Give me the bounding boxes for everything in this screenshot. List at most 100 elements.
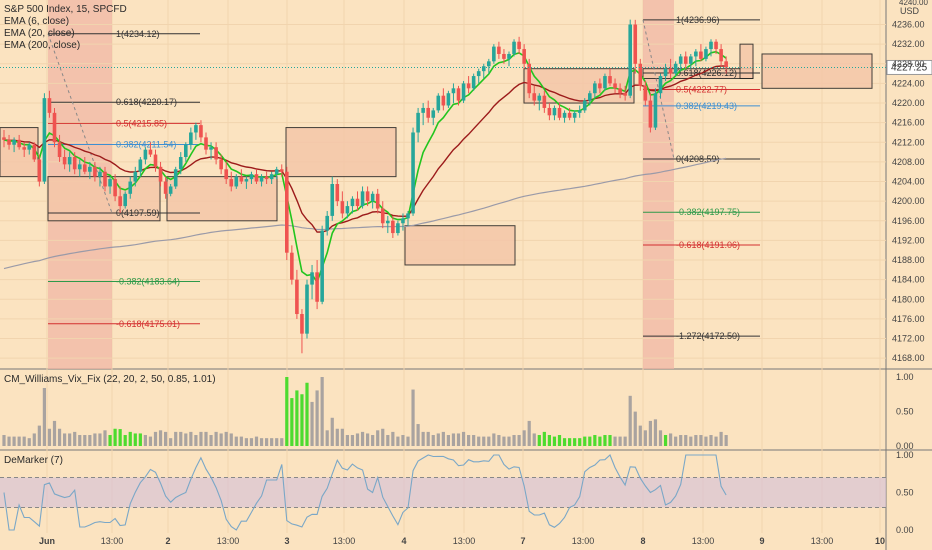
time-tick-label: Jun (39, 536, 55, 546)
vix-bar (583, 436, 587, 446)
candle-body (295, 279, 299, 315)
candle-body (47, 98, 52, 113)
candle-body (532, 93, 537, 101)
candle-body (300, 314, 304, 334)
chart-title: S&P 500 Index, 15, SPCFD (4, 4, 127, 15)
vix-bar (497, 435, 501, 446)
candle-body (93, 166, 97, 177)
vix-bar (63, 433, 67, 446)
vix-bar (603, 435, 607, 446)
vix-bar (467, 435, 471, 446)
vix-bar (512, 435, 516, 446)
candle-body (668, 68, 673, 74)
vix-bar (406, 436, 410, 446)
candle-body (694, 51, 698, 57)
vix-bar (73, 431, 77, 446)
candle-body (244, 179, 249, 182)
time-tick-label: 13:00 (811, 536, 834, 546)
vix-bar (588, 436, 592, 446)
candle-body (593, 83, 597, 94)
candle-body (77, 164, 82, 170)
vix-bar (244, 438, 248, 446)
vix-bar (184, 433, 188, 446)
candle-body (305, 284, 309, 334)
candle-body (401, 218, 405, 224)
vix-bar (416, 424, 420, 446)
vix-bar (451, 433, 456, 446)
vix-bar (270, 438, 274, 446)
vix-bar (537, 435, 541, 446)
candle-body (148, 149, 153, 155)
candle-body (507, 53, 511, 59)
vix-bar (492, 433, 496, 446)
price-tick-label: 4192.00 (892, 235, 925, 245)
candle-body (689, 56, 693, 64)
last-price-label: 4227.25 (891, 62, 928, 73)
vix-bar (330, 417, 334, 446)
candle-body (562, 112, 567, 118)
fib-level-label: 1(4236.96) (676, 15, 720, 25)
vix-bar (709, 435, 713, 446)
vix-bar (148, 436, 153, 446)
vix-bar (229, 433, 233, 446)
candle-body (638, 63, 643, 86)
vix-bar (674, 436, 678, 446)
candle-body (163, 181, 168, 194)
zone-box (285, 127, 397, 178)
ema20-line (3, 65, 727, 233)
vix-bar (310, 401, 314, 446)
vix-bar (265, 438, 269, 446)
candle-body (365, 191, 370, 202)
price-tick-label: 4236.00 (892, 20, 925, 30)
candle-body (481, 66, 486, 72)
vix-bar (684, 435, 688, 446)
vix-bar (376, 430, 380, 446)
price-tick-label: 4196.00 (892, 216, 925, 226)
main-legend: S&P 500 Index, 15, SPCFD EMA (6, close) … (4, 4, 127, 52)
candle-body (704, 49, 708, 59)
vix-bar (638, 425, 642, 446)
candle-body (416, 112, 420, 133)
vix-bar (613, 436, 617, 446)
vix-bar (295, 390, 299, 446)
candle-body (12, 139, 16, 145)
candle-body (128, 181, 133, 194)
vix-bar (47, 428, 52, 446)
vix-bar (477, 436, 481, 446)
vix-bar (93, 433, 97, 446)
vix-bar (118, 429, 122, 446)
time-tick-label: 10 (875, 536, 885, 546)
demarker-tick-label: 0.00 (896, 525, 914, 535)
candle-body (214, 147, 218, 160)
vix-bar (209, 435, 213, 446)
vix-bar (371, 435, 375, 446)
vix-bar (254, 436, 259, 446)
vix-bar (552, 436, 557, 446)
vix-bar (174, 431, 178, 446)
candle-body (471, 76, 476, 89)
candle-body (315, 272, 319, 302)
candle-body (17, 139, 21, 148)
vix-bar (300, 394, 304, 446)
vix-bar (663, 435, 668, 446)
vix-bar (724, 435, 728, 446)
candle-body (724, 61, 728, 68)
time-tick-label: 13:00 (333, 536, 356, 546)
candle-body (173, 169, 178, 187)
vix-title: CM_Williams_Vix_Fix (22, 20, 2, 50, 0.85… (4, 374, 216, 385)
candle-body (709, 41, 713, 50)
candle-body (335, 184, 340, 202)
time-tick-label: 13:00 (101, 536, 124, 546)
candle-body (577, 110, 582, 113)
vix-bar (259, 438, 264, 446)
price-tick-label: 4240.00 (899, 0, 928, 7)
candle-body (396, 223, 400, 234)
candle-body (441, 95, 446, 106)
candle-body (350, 198, 355, 207)
highlight-zone (643, 0, 674, 369)
candle-body (714, 41, 718, 50)
vix-bar (78, 435, 82, 446)
vix-bar (618, 436, 622, 446)
vix-bar (249, 438, 254, 446)
